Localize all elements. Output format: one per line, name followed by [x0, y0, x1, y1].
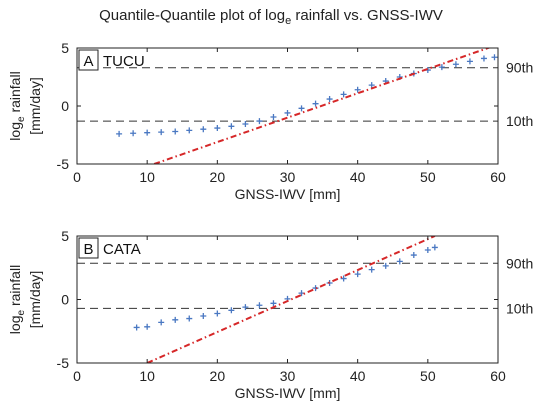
y-tick-label: -5 — [57, 156, 70, 172]
panel-station-name: TUCU — [103, 53, 145, 70]
reference-line — [146, 236, 436, 363]
quantile-marker — [382, 262, 389, 269]
quantile-marker — [284, 109, 291, 116]
x-tick-label: 0 — [73, 368, 81, 384]
quantile-marker — [214, 125, 221, 132]
y-axis-label: loge rainfall — [7, 71, 27, 140]
x-tick-label: 20 — [210, 368, 226, 384]
quantile-marker — [340, 91, 347, 98]
y-tick-label: 5 — [61, 40, 69, 56]
quantile-marker — [144, 129, 151, 136]
quantile-marker — [242, 120, 249, 127]
quantile-marker — [130, 130, 137, 137]
quantile-marker — [431, 244, 438, 251]
quantile-marker — [368, 82, 375, 89]
quantile-marker — [214, 310, 221, 317]
percentile-label-90th: 90th — [506, 60, 533, 76]
y-axis-label-units: [mm/day] — [27, 271, 43, 329]
y-tick-label: 0 — [61, 292, 69, 308]
quantile-marker — [200, 313, 207, 320]
quantile-marker — [200, 126, 207, 133]
quantile-marker — [172, 316, 179, 323]
quantile-marker — [312, 100, 319, 107]
quantile-marker — [228, 123, 235, 130]
y-tick-label: 5 — [61, 228, 69, 244]
quantile-marker — [340, 275, 347, 282]
quantile-marker — [270, 300, 277, 307]
x-axis-label: GNSS-IWV [mm] — [235, 385, 341, 401]
x-tick-label: 0 — [73, 169, 81, 185]
quantile-marker — [396, 258, 403, 265]
percentile-label-10th: 10th — [506, 300, 533, 316]
quantile-marker — [242, 304, 249, 311]
y-axis-label: loge rainfall — [7, 265, 27, 334]
quantile-marker — [312, 285, 319, 292]
quantile-marker — [256, 302, 263, 309]
panel-letter-box — [78, 237, 99, 259]
percentile-label-10th: 10th — [506, 113, 533, 129]
x-tick-label: 50 — [420, 169, 436, 185]
quantile-marker — [410, 252, 417, 259]
x-tick-label: 60 — [490, 169, 506, 185]
quantile-marker — [438, 64, 445, 71]
percentile-label-90th: 90th — [506, 255, 533, 271]
x-tick-label: 60 — [490, 368, 506, 384]
figure-title: Quantile-Quantile plot of loge rainfall … — [99, 7, 443, 27]
quantile-marker — [466, 58, 473, 65]
quantile-marker — [326, 96, 333, 103]
quantile-marker — [256, 118, 263, 125]
panel-station-name: CATA — [103, 241, 141, 258]
x-tick-label: 10 — [139, 169, 155, 185]
x-tick-label: 30 — [280, 368, 296, 384]
x-tick-label: 30 — [280, 169, 296, 185]
quantile-marker — [228, 307, 235, 314]
x-tick-label: 50 — [420, 368, 436, 384]
x-tick-label: 20 — [210, 169, 226, 185]
reference-line — [153, 48, 492, 164]
panel-letter-box — [78, 49, 99, 71]
quantile-marker — [354, 271, 361, 278]
quantile-marker — [158, 319, 165, 326]
quantile-marker — [133, 324, 140, 331]
panel-letter: B — [83, 241, 93, 258]
quantile-marker — [491, 54, 498, 61]
quantile-marker — [270, 114, 277, 121]
y-tick-label: -5 — [57, 355, 70, 371]
quantile-marker — [186, 315, 193, 322]
quantile-marker — [354, 86, 361, 93]
quantile-marker — [452, 61, 459, 68]
quantile-marker — [368, 266, 375, 273]
y-tick-label: 0 — [61, 98, 69, 114]
quantile-marker — [298, 105, 305, 112]
y-axis-label-units: [mm/day] — [27, 77, 43, 135]
x-tick-label: 40 — [350, 368, 366, 384]
x-tick-label: 10 — [139, 368, 155, 384]
quantile-marker — [144, 323, 151, 330]
quantile-marker — [172, 128, 179, 135]
panel-letter: A — [83, 53, 93, 70]
quantile-marker — [424, 246, 431, 253]
quantile-marker — [186, 127, 193, 134]
x-tick-label: 40 — [350, 169, 366, 185]
quantile-marker — [116, 130, 123, 137]
x-axis-label: GNSS-IWV [mm] — [235, 186, 341, 202]
quantile-marker — [480, 55, 487, 62]
quantile-marker — [158, 129, 165, 136]
